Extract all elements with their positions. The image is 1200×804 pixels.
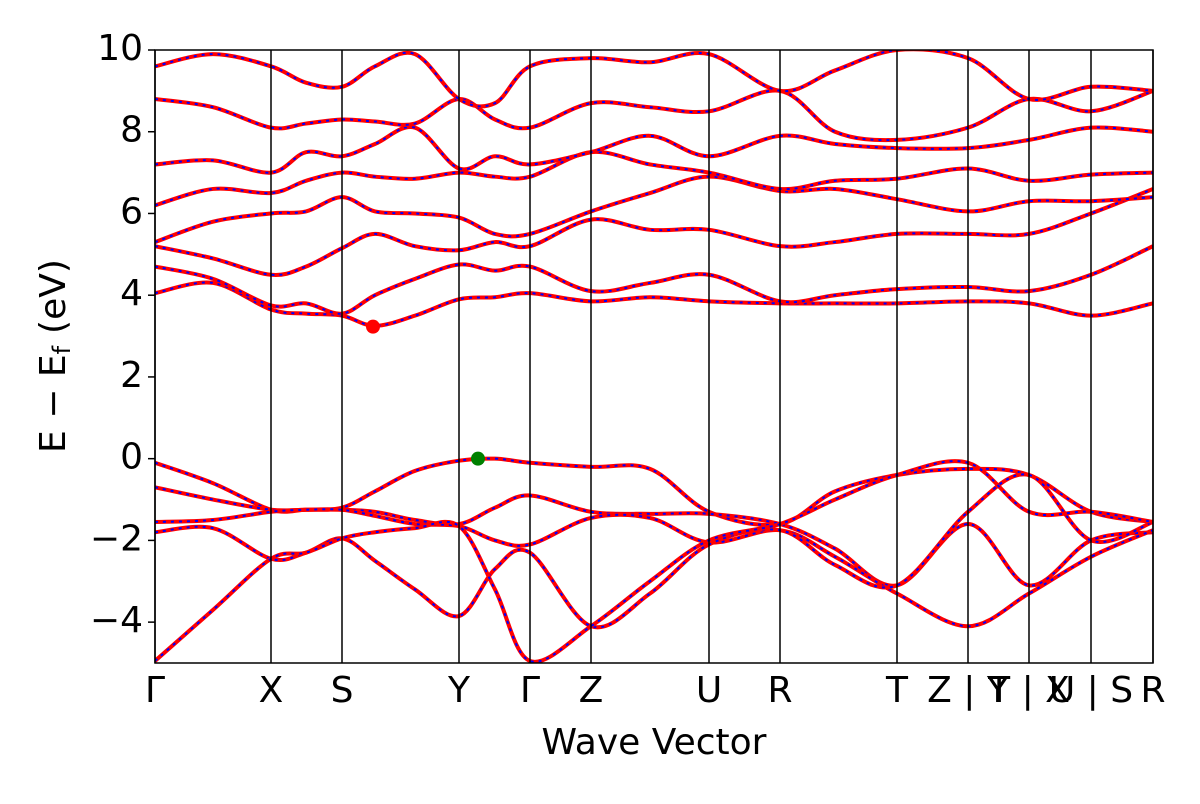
y-label-subscript: f [48, 345, 76, 354]
x-tick-label: R [767, 670, 792, 711]
band-line [155, 507, 1153, 629]
band-line-dashed [155, 486, 1153, 587]
band-line [155, 187, 1153, 277]
band-line-dashed [155, 125, 1153, 174]
x-tick-label: Γ [145, 670, 165, 711]
band-line-dashed [155, 175, 1153, 244]
band-line-dashed [155, 508, 1153, 628]
axes-frame [154, 49, 1154, 664]
x-tick-label: T | X [987, 670, 1070, 711]
x-tick-label: U | S [1049, 670, 1133, 711]
band-line-dashed [155, 150, 1153, 207]
y-tick-label: 0 [120, 437, 143, 478]
band-line [155, 472, 1153, 630]
y-tick-label: 8 [120, 110, 143, 151]
y-tick-label: 4 [120, 273, 143, 314]
x-tick-label: U [696, 670, 722, 711]
y-axis-label: E − Ef (eV) [33, 259, 76, 453]
x-axis-label: Wave Vector [542, 722, 767, 763]
band-line [155, 50, 1153, 109]
y-tick-label: 10 [97, 28, 143, 69]
x-tick-label: R [1140, 670, 1165, 711]
y-tick-label: −2 [90, 518, 143, 559]
x-tick-label: Z [579, 670, 604, 711]
y-tick-label: 2 [120, 355, 143, 396]
y-tick-label: 6 [120, 191, 143, 232]
band-line-dashed [155, 245, 1153, 315]
band-line-dashed [155, 281, 1153, 327]
band-line-dashed [155, 89, 1153, 142]
x-tick-label: Z | Y [927, 670, 1010, 711]
x-tick-label: Y [447, 670, 471, 711]
band-line [155, 149, 1153, 208]
plot-area [155, 50, 1153, 663]
cbm-marker [366, 319, 380, 334]
band-line [155, 174, 1153, 244]
y-tick-label: −4 [90, 600, 143, 641]
x-tick-label: Γ [520, 670, 540, 711]
x-tick-label: X [259, 670, 284, 711]
y-label-unit: (eV) [33, 259, 74, 334]
vbm-marker [471, 451, 485, 466]
y-label-main: E − E [33, 354, 74, 453]
band-line [155, 88, 1153, 143]
x-tick-label: T [885, 670, 909, 711]
band-line-dashed [155, 50, 1153, 108]
x-tick-label: S [331, 670, 354, 711]
band-line-dashed [155, 473, 1153, 629]
band-line [155, 485, 1153, 588]
